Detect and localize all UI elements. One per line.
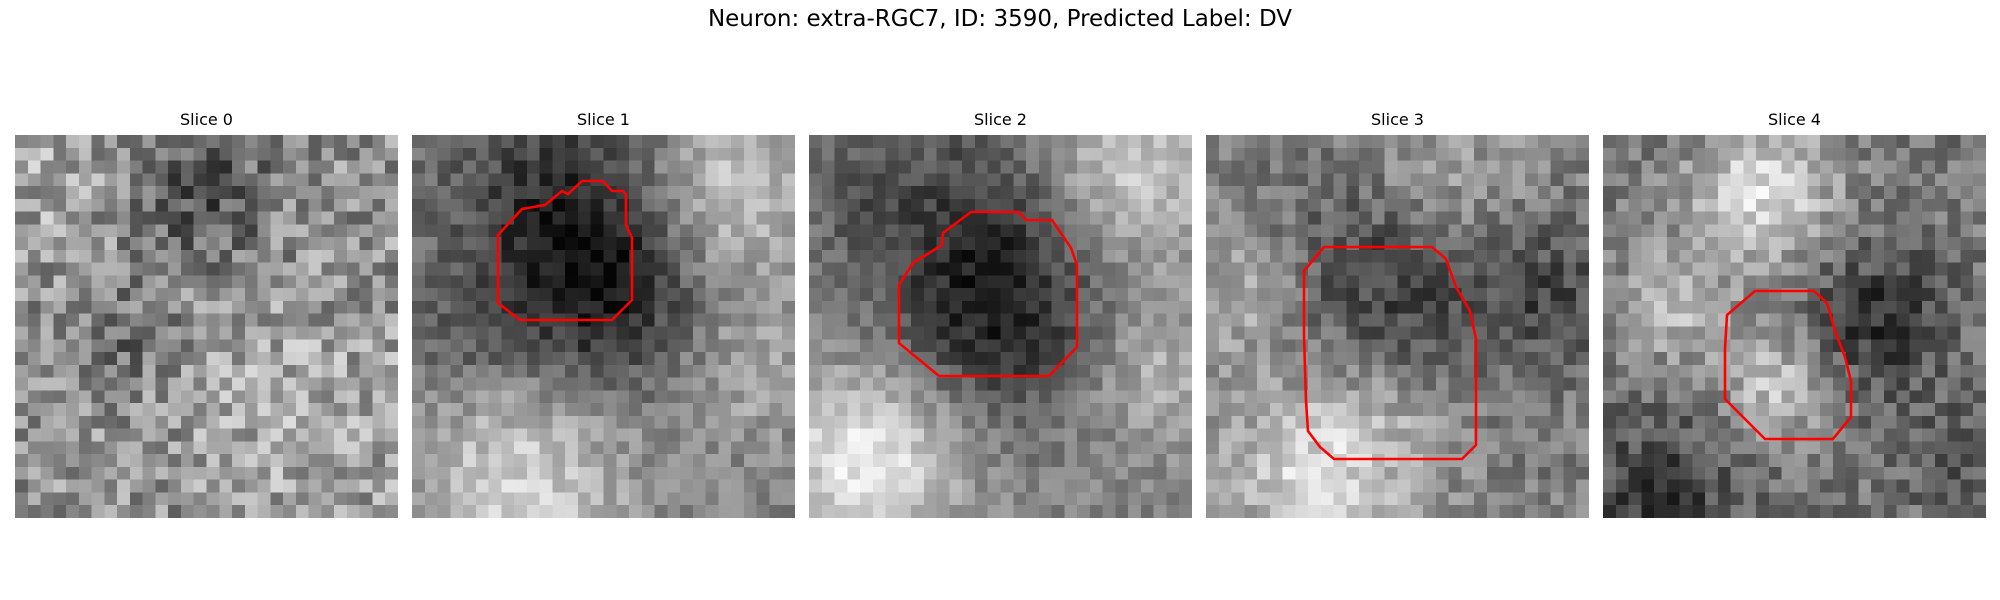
roi-contour (897, 210, 1079, 378)
roi-contour (496, 179, 634, 322)
slice-image (1206, 135, 1589, 518)
slice-title: Slice 0 (180, 110, 233, 129)
slice-panel-1: Slice 1 (412, 108, 795, 518)
roi-contour (1302, 245, 1478, 461)
slice-image (809, 135, 1192, 518)
slice-panel-2: Slice 2 (809, 108, 1192, 518)
slice-title: Slice 4 (1768, 110, 1821, 129)
slice-image (1603, 135, 1986, 518)
figure-title: Neuron: extra-RGC7, ID: 3590, Predicted … (707, 6, 1293, 32)
slice-panel-4: Slice 4 (1603, 108, 1986, 518)
slice-image (15, 135, 398, 518)
slice-image (412, 135, 795, 518)
slice-title: Slice 3 (1371, 110, 1424, 129)
slice-panel-3: Slice 3 (1206, 108, 1589, 518)
slice-title: Slice 2 (974, 110, 1027, 129)
slice-panel-0: Slice 0 (15, 108, 398, 518)
roi-contour (1723, 289, 1853, 441)
slice-title: Slice 1 (577, 110, 630, 129)
